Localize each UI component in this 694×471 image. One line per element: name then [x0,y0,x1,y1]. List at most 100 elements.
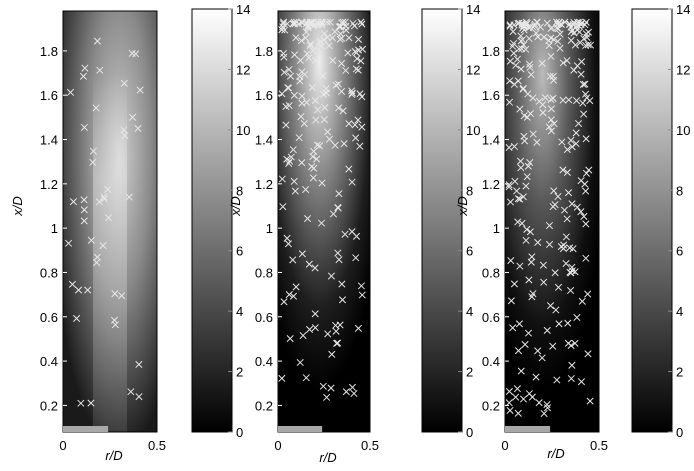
droplet-marker [104,185,112,193]
droplet-marker [527,258,535,266]
droplet-marker [305,54,313,62]
droplet-marker [510,49,518,57]
droplet-marker [309,153,317,161]
droplet-marker [551,201,559,209]
droplet-marker [579,80,587,88]
droplet-marker [303,98,311,107]
droplet-marker [322,85,330,93]
droplet-marker [515,320,524,328]
droplet-marker [283,20,291,28]
droplet-marker [93,259,101,267]
droplet-marker [526,23,534,31]
droplet-marker [547,105,555,113]
droplet-marker [96,66,104,74]
droplet-marker [327,272,335,280]
droplet-marker [573,97,581,105]
droplet-marker [562,233,570,241]
droplet-marker [93,37,102,45]
droplet-marker [325,42,333,50]
droplet-marker [329,56,337,65]
droplet-marker [335,104,343,112]
droplet-marker [318,18,326,26]
colorbar-tick-label: 0 [676,425,683,440]
colorbar-tick-label: 2 [676,365,683,380]
droplet-marker [95,198,104,206]
droplet-marker [568,200,576,208]
droplet-marker [87,236,95,244]
droplet-marker [506,77,514,85]
droplet-marker [81,64,89,72]
droplet-marker [336,35,344,43]
droplet-marker [579,99,587,107]
droplet-marker [342,66,350,75]
droplet-marker [353,55,361,63]
droplet-marker [304,21,312,29]
droplet-marker [135,360,143,368]
droplet-marker [567,342,575,350]
droplet-marker [352,134,360,142]
droplet-marker [134,124,142,133]
droplet-marker [357,18,365,26]
droplet-marker [558,138,566,146]
droplet-marker [516,157,525,165]
plot-frame [504,10,600,433]
droplet-marker [303,50,311,58]
droplet-marker [356,142,364,150]
droplet-marker [582,220,590,228]
droplet-marker [332,321,340,329]
x-tick-label: 0 [501,438,508,453]
droplet-marker [335,190,343,198]
y-tick-label: 0.2 [255,398,273,413]
droplet-marker [281,26,289,34]
droplet-marker [348,228,356,236]
droplet-marker [580,212,588,221]
droplet-marker [518,219,526,227]
droplet-marker [302,28,310,36]
droplet-marker [348,383,357,391]
droplet-marker [528,293,536,301]
droplet-marker [567,374,575,383]
droplet-marker [350,389,358,398]
droplet-marker [354,116,362,124]
droplet-marker [522,182,530,190]
colorbar-tick-label: 8 [676,183,683,198]
droplet-marker [89,147,97,155]
y-tick-label: 1.6 [482,88,500,103]
droplet-marker [302,185,310,194]
droplet-marker [285,102,293,110]
droplet-marker [68,280,77,288]
x-tick-label: 0 [59,438,66,453]
droplet-marker [317,219,326,227]
droplet-marker [509,42,517,50]
droplet-marker [506,57,514,65]
y-tick-label: 0.2 [482,398,500,413]
droplet-marker [283,234,291,242]
droplet-marker [316,142,324,150]
droplet-marker [546,302,555,310]
droplet-marker [357,282,365,290]
droplet-marker [111,290,119,298]
droplet-marker [552,306,560,314]
droplet-marker [554,283,563,291]
droplet-marker [92,104,100,112]
droplet-marker [582,18,590,26]
droplet-marker [290,177,298,185]
droplet-marker [519,395,528,403]
droplet-marker [563,168,571,176]
droplet-marker [358,20,366,28]
droplet-marker [348,90,356,99]
droplet-marker [351,121,359,129]
droplet-marker [348,178,356,186]
droplet-marker [529,130,537,138]
droplet-marker [73,314,81,322]
droplet-marker [551,269,559,277]
droplet-marker [555,18,563,26]
colorbar-tick-label: 8 [236,183,243,198]
x-tick-label: 0.5 [590,438,608,453]
droplet-marker [337,30,345,38]
droplet-marker [338,296,347,304]
droplet-marker [302,34,310,42]
droplet-marker [326,18,334,26]
droplet-marker [545,240,554,249]
